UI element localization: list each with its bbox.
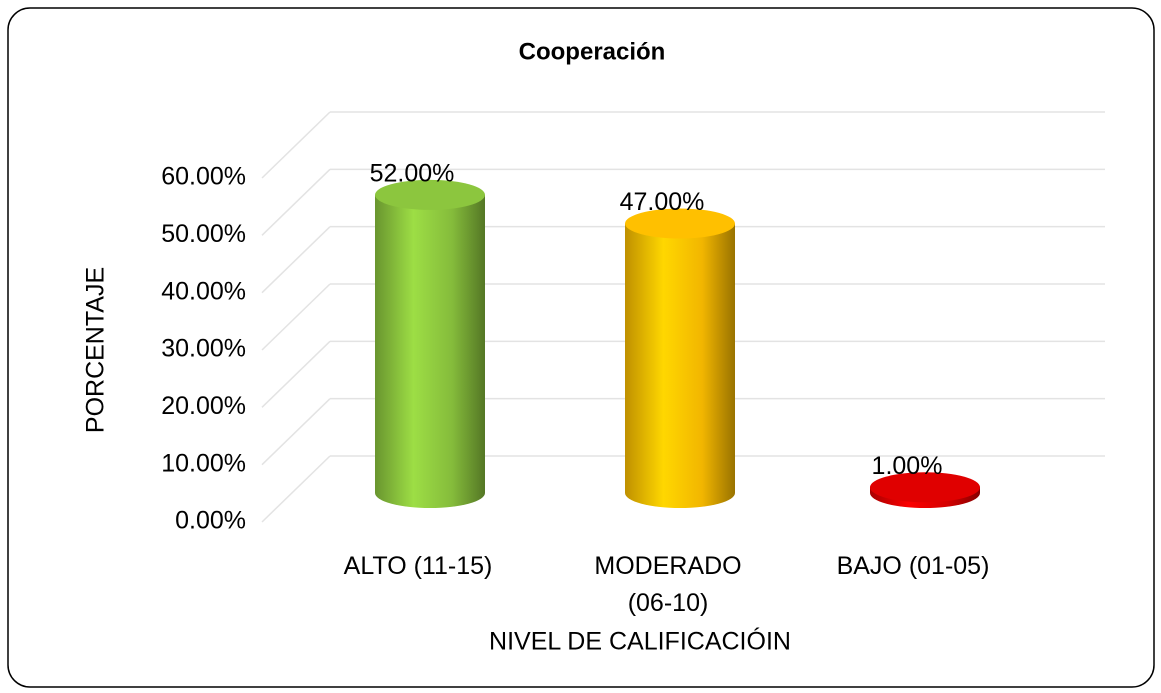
y-axis-title: PORCENTAJE xyxy=(82,267,110,433)
value-label: 47.00% xyxy=(620,188,705,216)
x-tick-label: MODERADO (06-10) xyxy=(594,552,742,617)
x-tick-label: BAJO (01-05) xyxy=(836,552,990,580)
grid-line xyxy=(261,283,331,351)
grid-line xyxy=(261,455,331,523)
cylinder-body xyxy=(625,223,735,509)
y-tick-label: 60.00% xyxy=(161,163,246,191)
chart-border xyxy=(7,7,1155,688)
grid-line xyxy=(261,398,331,466)
y-tick-label: 40.00% xyxy=(161,277,246,305)
value-label: 52.00% xyxy=(370,159,455,187)
cylinder-top xyxy=(870,472,980,503)
cylinder-body xyxy=(375,194,485,508)
grid-line xyxy=(261,340,331,408)
value-label: 1.00% xyxy=(872,452,943,480)
y-tick-label: 30.00% xyxy=(161,335,246,363)
grid-line xyxy=(261,168,331,236)
y-tick-label: 20.00% xyxy=(161,392,246,420)
y-tick-label: 50.00% xyxy=(161,220,246,248)
x-axis-title: NIVEL DE CALIFICACIÓIN xyxy=(489,627,791,656)
y-tick-label: 0.00% xyxy=(175,507,246,535)
chart-title: Cooperación xyxy=(519,38,666,65)
x-tick-label: ALTO (11-15) xyxy=(343,552,493,580)
y-tick-label: 10.00% xyxy=(161,449,246,477)
cylinder-top xyxy=(375,179,485,210)
grid-line xyxy=(261,111,331,179)
grid-line xyxy=(261,226,331,294)
cylinder-top xyxy=(625,208,735,239)
